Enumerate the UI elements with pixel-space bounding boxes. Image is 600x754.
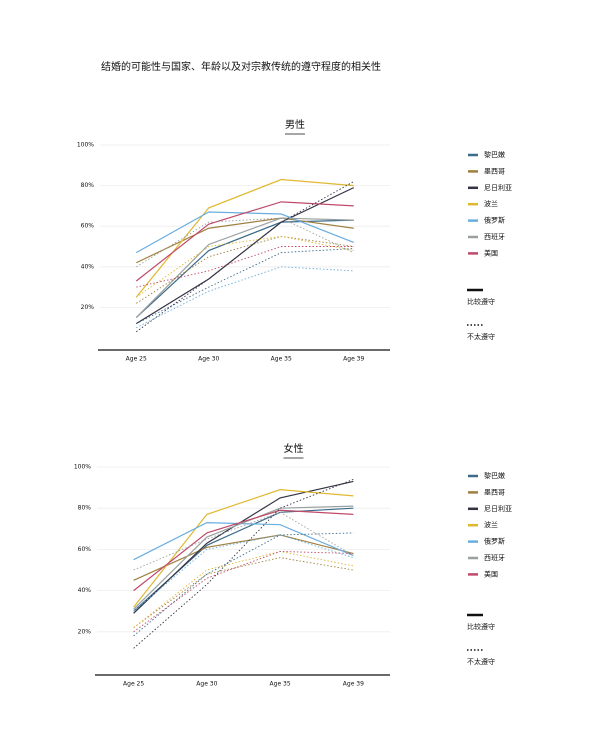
y-tick-label: 60% bbox=[81, 223, 95, 230]
page-title: 结婚的可能性与国家、年龄以及对宗教传统的遵守程度的相关性 bbox=[101, 60, 381, 73]
y-tick-label: 40% bbox=[78, 587, 92, 594]
legend-label: 尼日利亚 bbox=[484, 183, 512, 192]
chart-title: 女性 bbox=[284, 442, 304, 455]
dotted-line bbox=[136, 217, 354, 268]
solid-line bbox=[135, 219, 354, 318]
dotted-line bbox=[133, 551, 354, 633]
style-label: 不太遵守 bbox=[467, 657, 495, 666]
style-label: 比较遵守 bbox=[467, 297, 495, 306]
y-tick-label: 20% bbox=[81, 304, 95, 311]
solid-line bbox=[135, 187, 355, 325]
x-tick-label: Age 30 bbox=[196, 681, 217, 688]
solid-line bbox=[133, 505, 354, 610]
chart-title: 男性 bbox=[285, 118, 305, 131]
y-tick-label: 60% bbox=[78, 546, 92, 553]
style-label: 比较遵守 bbox=[467, 622, 495, 631]
y-tick-label: 80% bbox=[81, 182, 95, 189]
solid-line bbox=[133, 489, 354, 608]
x-tick-label: Age 30 bbox=[198, 356, 219, 363]
solid-line bbox=[133, 509, 354, 592]
y-tick-label: 40% bbox=[81, 263, 95, 270]
x-tick-label: Age 25 bbox=[123, 681, 144, 688]
legend-label: 俄罗斯 bbox=[484, 216, 505, 225]
legend-label: 墨西哥 bbox=[484, 167, 505, 175]
dotted-line bbox=[133, 511, 354, 571]
legend-label: 美国 bbox=[484, 248, 498, 257]
legend-label: 西班牙 bbox=[484, 553, 505, 562]
solid-line bbox=[135, 178, 354, 298]
legend-label: 黎巴嫩 bbox=[484, 150, 505, 159]
dotted-line bbox=[133, 534, 354, 612]
legend-label: 黎巴嫩 bbox=[484, 471, 505, 480]
legend-label: 波兰 bbox=[484, 199, 498, 208]
dotted-line bbox=[133, 532, 354, 637]
y-tick-label: 80% bbox=[78, 505, 92, 512]
solid-line bbox=[135, 217, 354, 318]
dotted-line bbox=[133, 557, 354, 629]
dotted-line bbox=[133, 478, 354, 649]
legend-label: 墨西哥 bbox=[484, 488, 505, 496]
solid-line bbox=[135, 217, 354, 264]
legend-label: 西班牙 bbox=[484, 232, 505, 241]
dotted-line bbox=[136, 246, 354, 288]
dotted-line bbox=[133, 550, 354, 629]
solid-line bbox=[135, 201, 354, 282]
x-tick-label: Age 35 bbox=[270, 681, 291, 688]
solid-line bbox=[133, 534, 354, 581]
x-tick-label: Age 35 bbox=[271, 356, 292, 363]
dotted-line bbox=[136, 248, 354, 325]
dotted-line bbox=[136, 266, 354, 329]
y-tick-label: 100% bbox=[74, 464, 91, 471]
legend-label: 尼日利亚 bbox=[484, 504, 512, 513]
x-tick-label: Age 39 bbox=[343, 356, 364, 363]
x-tick-label: Age 39 bbox=[343, 681, 364, 688]
legend-label: 俄罗斯 bbox=[484, 537, 505, 546]
legend-label: 波兰 bbox=[484, 520, 498, 529]
solid-line bbox=[133, 480, 354, 614]
x-tick-label: Age 25 bbox=[126, 356, 147, 363]
y-tick-label: 100% bbox=[77, 142, 94, 149]
y-tick-label: 20% bbox=[78, 628, 92, 635]
dotted-line bbox=[136, 235, 354, 304]
solid-line bbox=[133, 522, 354, 561]
style-label: 不太遵守 bbox=[467, 332, 495, 341]
legend-label: 美国 bbox=[484, 569, 498, 578]
